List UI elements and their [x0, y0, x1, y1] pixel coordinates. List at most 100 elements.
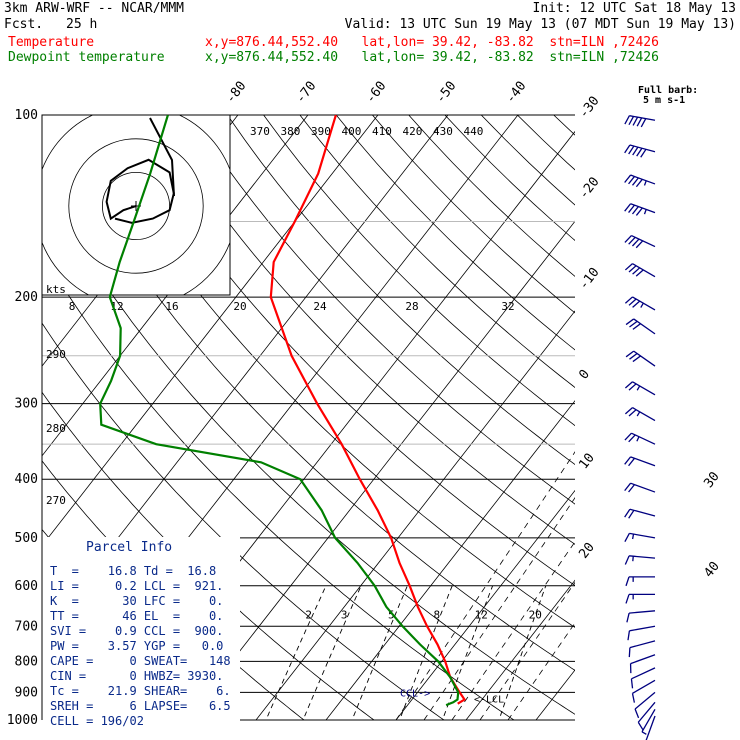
- isotherm-line: [535, 669, 575, 720]
- hodo-speed-label: 24: [313, 300, 327, 313]
- hodo-speed-label: 20: [233, 300, 246, 313]
- dry-adiabat-line: [81, 115, 575, 628]
- dry-adiabat-line: [42, 322, 445, 720]
- wind-barb-flag: [624, 456, 632, 465]
- theta-e-label: 420: [403, 125, 423, 138]
- wind-barb-half-flag: [641, 731, 647, 735]
- mixing-ratio-label: 20: [529, 609, 542, 622]
- wind-barb: [632, 296, 656, 311]
- parcel-row: SVI = 0.9 CCL = 900.: [50, 624, 224, 638]
- forecast-hour: 25 h: [66, 17, 98, 32]
- theta-label: 290: [46, 348, 66, 361]
- isotherm-line: [255, 310, 575, 720]
- wind-barb: [631, 667, 656, 680]
- parcel-row: CELL = 196/02: [50, 714, 144, 728]
- hodo-units-label: kts: [46, 283, 66, 296]
- theta-e-label: 410: [372, 125, 392, 138]
- theta-e-label: 390: [311, 125, 331, 138]
- wind-barb: [631, 235, 656, 248]
- pressure-tick-label: 600: [15, 579, 38, 594]
- moist-adiabat-line: [395, 451, 575, 720]
- forecast-label: Fcst.: [4, 17, 44, 32]
- wind-barb: [630, 654, 656, 665]
- isotherm-line: [395, 489, 575, 720]
- dewpoint-profile: [99, 115, 460, 707]
- parcel-row: Tc = 21.9 SHEAR= 6.: [50, 684, 231, 698]
- isotherm-label: 30: [701, 469, 722, 491]
- wind-legend-value: 5 m s-1: [643, 95, 686, 106]
- theta-e-label: 400: [342, 125, 362, 138]
- wind-barb-half-flag: [643, 209, 647, 215]
- wind-barb-flag: [624, 482, 632, 492]
- theta-e-label: 430: [433, 125, 453, 138]
- hodograph: [42, 115, 230, 295]
- wind-barb-flag: [624, 381, 633, 389]
- wind-barb-flag: [628, 457, 635, 467]
- theta-e-label: 370: [250, 125, 270, 138]
- theta-label: 280: [46, 422, 66, 435]
- wind-barb-flag: [631, 693, 636, 703]
- parcel-row: PW = 3.57 YGP = 0.0: [50, 639, 224, 653]
- wind-barb-flag: [631, 238, 640, 247]
- parcel-row: K = 30 LFC = 0.: [50, 594, 224, 608]
- isotherm-line: [596, 102, 740, 733]
- dry-adiabat-line: [480, 115, 575, 206]
- pressure-tick-label: 100: [15, 108, 38, 123]
- wind-barb-half-flag: [640, 302, 644, 308]
- profiles: [99, 115, 467, 707]
- pressure-tick-label: 700: [15, 619, 38, 634]
- wind-barb-flag: [629, 320, 638, 328]
- wind-barb-flag: [631, 206, 639, 215]
- wind-barb-flag: [624, 555, 630, 565]
- wind-barb-flag: [627, 630, 631, 641]
- isotherm-line: [42, 115, 379, 547]
- moist-adiabat-line: [423, 497, 575, 720]
- wind-barb-flag: [640, 118, 647, 128]
- mixing-ratio-label: 3: [341, 609, 348, 622]
- lcl-label: <-LCL: [474, 694, 504, 705]
- moist-adiabat-line: [479, 581, 575, 720]
- theta-e-label: 380: [281, 125, 301, 138]
- wind-barb-half-flag: [636, 411, 641, 417]
- dry-adiabat-line: [517, 115, 575, 171]
- dry-adiabat-line: [263, 115, 575, 427]
- wind-barb-flag: [624, 174, 632, 183]
- wind-barb: [632, 407, 656, 422]
- pressure-tick-label: 1000: [7, 713, 38, 728]
- mixing-ratio-label: 2: [305, 609, 312, 622]
- wind-barb-half-flag: [631, 533, 635, 540]
- isotherm-line: [42, 115, 309, 457]
- wind-barb-flag: [624, 144, 631, 154]
- dry-adiabat-line: [190, 115, 575, 505]
- wind-barbs: [624, 115, 656, 740]
- wind-barb-flag: [635, 240, 644, 249]
- hodo-speed-label: 16: [165, 300, 178, 313]
- isotherm-label: 20: [576, 540, 597, 562]
- dewpoint-location: x,y=876.44,552.40 lat,lon= 39.42, -83.82…: [205, 50, 659, 65]
- pressure-tick-label: 200: [15, 290, 38, 305]
- parcel-row: T = 16.8 Td = 16.8: [50, 564, 217, 578]
- wind-barb-flag: [632, 267, 641, 275]
- theta-e-label: 440: [464, 125, 484, 138]
- wind-barb-flag: [628, 176, 635, 185]
- wind-barb-flag: [628, 204, 635, 213]
- pressure-tick-label: 900: [15, 685, 38, 700]
- isotherm-label: -50: [433, 79, 459, 107]
- wind-barb-flag: [635, 269, 644, 277]
- wind-barb: [630, 203, 656, 214]
- isotherm-line: [325, 400, 575, 720]
- wind-barb: [629, 115, 656, 121]
- wind-barb-flag: [628, 236, 636, 245]
- dry-adiabat-line: [0, 115, 37, 733]
- isotherm-line: [185, 220, 575, 720]
- isotherm-line: [0, 102, 38, 733]
- wind-barb-flag: [632, 116, 639, 126]
- dry-adiabat-line: [590, 115, 740, 733]
- isotherm-label: 10: [576, 451, 597, 473]
- wind-barb-flag: [628, 116, 635, 126]
- wind-legend-title: Full barb:: [638, 85, 699, 96]
- wind-barb-flag: [636, 147, 643, 157]
- wind-barb: [631, 432, 656, 445]
- wind-barb: [629, 555, 656, 559]
- dry-adiabat-line: [227, 115, 575, 466]
